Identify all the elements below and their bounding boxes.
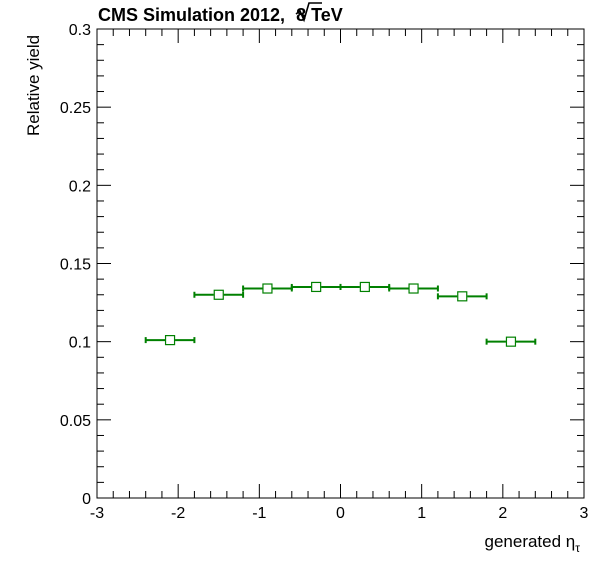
y-tick-label: 0.3 — [69, 22, 91, 39]
open-square-marker — [458, 292, 467, 301]
tick-labels: -3 -2 -1 0 1 2 3 0 0.05 0.1 0.15 0.2 0.25 0.3 — [60, 22, 589, 522]
data-series — [146, 282, 536, 346]
data-point — [487, 337, 536, 346]
open-square-marker — [214, 290, 223, 299]
data-point — [194, 290, 243, 299]
x-axis-label: generated ητ — [485, 532, 581, 555]
data-point — [146, 336, 195, 345]
y-axis-label: Relative yield — [24, 35, 43, 136]
data-point — [341, 282, 390, 291]
y-tick-label: 0.05 — [60, 413, 91, 430]
x-tick-label: 1 — [417, 505, 426, 522]
data-point — [389, 284, 438, 293]
ticks — [97, 29, 584, 498]
axes — [97, 29, 584, 498]
x-tick-label: -1 — [252, 505, 266, 522]
x-tick-label: 3 — [580, 505, 589, 522]
open-square-marker — [263, 284, 272, 293]
x-tick-label: -3 — [90, 505, 104, 522]
y-tick-label: 0.1 — [69, 335, 91, 352]
x-tick-label: 2 — [498, 505, 507, 522]
y-tick-label: 0.2 — [69, 178, 91, 195]
open-square-marker — [312, 282, 321, 291]
open-square-marker — [166, 336, 175, 345]
y-tick-label: 0.15 — [60, 257, 91, 274]
y-tick-label: 0.25 — [60, 100, 91, 117]
data-point — [438, 292, 487, 301]
y-tick-label: 0 — [82, 491, 91, 508]
open-square-marker — [360, 282, 369, 291]
open-square-marker — [506, 337, 515, 346]
data-point — [292, 282, 341, 291]
open-square-marker — [409, 284, 418, 293]
plot-frame — [97, 29, 584, 498]
data-point — [243, 284, 292, 293]
x-tick-label: 0 — [336, 505, 345, 522]
x-tick-label: -2 — [171, 505, 185, 522]
